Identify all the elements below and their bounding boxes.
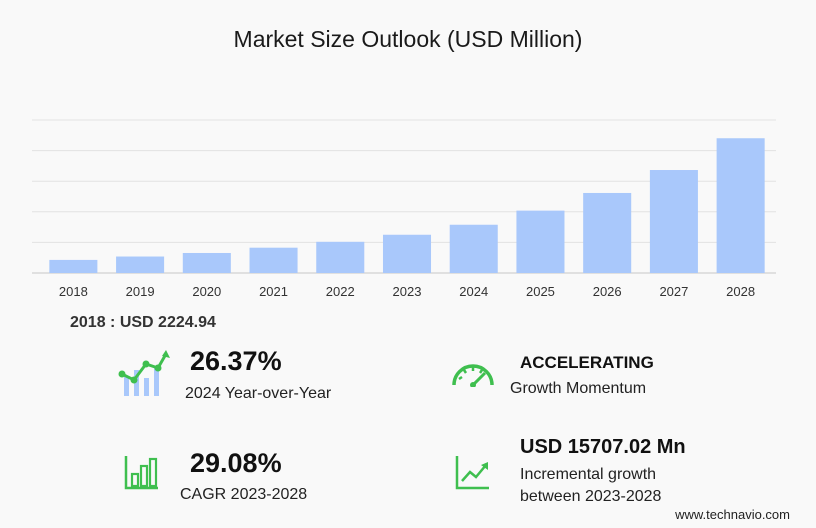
momentum-head: ACCELERATING	[520, 353, 654, 372]
bar-2023	[382, 234, 432, 273]
speedometer-icon	[452, 364, 494, 387]
cagr-label: CAGR 2023-2028	[180, 486, 308, 503]
x-tick-labels: 2018 2019 2020 2021 2022 2023 2024 2025 2026 2027…	[59, 284, 755, 299]
incremental-label-1: Incremental growth	[520, 466, 657, 483]
trend-up-icon	[455, 456, 489, 490]
bar-2022	[316, 241, 365, 273]
bar-2027	[649, 170, 698, 273]
bar-2025	[516, 210, 565, 273]
x-tick-label: 2020	[192, 284, 221, 299]
incremental-label-2: between 2023-2028	[520, 488, 662, 505]
bars	[49, 138, 765, 273]
x-tick-label: 2026	[593, 284, 622, 299]
base-year-value: 2018 : USD 2224.94	[70, 314, 216, 331]
x-tick-label: 2021	[259, 284, 288, 299]
bar-2028	[716, 138, 765, 273]
bar-2018	[49, 259, 98, 273]
yoy-label: 2024 Year-over-Year	[185, 385, 332, 402]
bar-chart-icon	[124, 456, 158, 490]
footer-url[interactable]: www.technavio.com	[675, 507, 790, 522]
x-tick-label: 2022	[326, 284, 355, 299]
x-tick-label: 2025	[526, 284, 555, 299]
cagr-value: 29.08%	[190, 448, 282, 478]
chart-title: Market Size Outlook (USD Million)	[233, 26, 583, 52]
x-tick-label: 2018	[59, 284, 88, 299]
x-tick-label: 2019	[126, 284, 155, 299]
x-tick-label: 2027	[659, 284, 688, 299]
bar-2021	[249, 247, 298, 273]
bar-2020	[182, 252, 231, 273]
bar-2026	[583, 192, 632, 273]
growth-chart-icon	[118, 350, 170, 396]
x-tick-label: 2028	[726, 284, 755, 299]
bar-2019	[116, 256, 165, 273]
x-tick-label: 2024	[459, 284, 488, 299]
incremental-head: USD 15707.02 Mn	[520, 436, 686, 458]
yoy-value: 26.37%	[190, 346, 282, 376]
momentum-label: Growth Momentum	[510, 380, 647, 397]
bar-2024	[449, 224, 498, 273]
x-tick-label: 2023	[393, 284, 422, 299]
bar-chart: 2018 2019 2020 2021 2022 2023 2024 2025 2026 2027…	[32, 119, 776, 299]
